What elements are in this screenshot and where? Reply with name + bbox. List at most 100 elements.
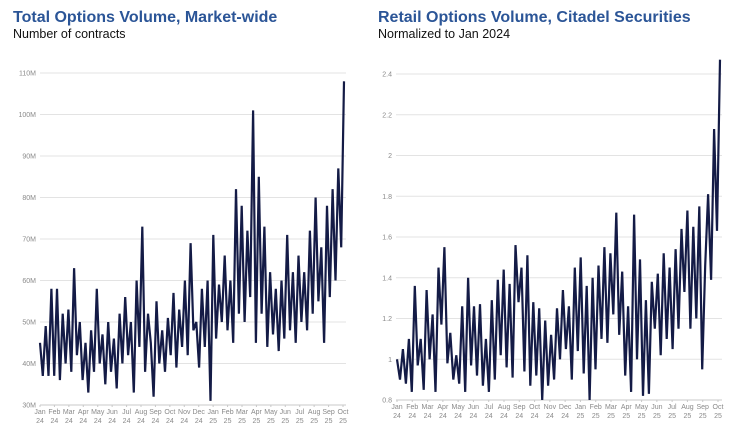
- x-tick-label-month: Feb: [48, 409, 60, 416]
- y-tick-label: 0.8: [382, 398, 392, 405]
- x-tick-label-month: Jun: [280, 409, 291, 416]
- y-tick-label: 80M: [22, 195, 36, 202]
- x-tick-label-year: 24: [65, 418, 73, 425]
- x-tick-label-year: 25: [325, 418, 333, 425]
- x-tick-label-year: 24: [137, 418, 145, 425]
- x-tick-label-year: 24: [94, 418, 102, 425]
- x-tick-label-month: Jul: [484, 404, 493, 411]
- x-tick-label-year: 25: [607, 413, 615, 420]
- x-tick-label-month: Nov: [178, 409, 191, 416]
- y-tick-label: 2.4: [382, 72, 392, 79]
- x-tick-label-year: 25: [253, 418, 261, 425]
- x-tick-label-year: 24: [123, 418, 131, 425]
- x-tick-label-month: Feb: [590, 404, 602, 411]
- x-tick-label-year: 24: [393, 413, 401, 420]
- x-tick-label-month: Jan: [34, 409, 45, 416]
- right-chart-subtitle: Normalized to Jan 2024: [378, 27, 511, 41]
- y-tick-label: 1: [388, 357, 392, 364]
- x-tick-label-year: 24: [546, 413, 554, 420]
- x-tick-label-month: Oct: [529, 404, 540, 411]
- x-tick-label-month: Jan: [575, 404, 586, 411]
- x-tick-label-year: 24: [36, 418, 44, 425]
- x-tick-label-year: 24: [180, 418, 188, 425]
- y-tick-label: 1.4: [382, 275, 392, 282]
- y-tick-label: 100M: [18, 112, 36, 119]
- x-tick-label-year: 24: [79, 418, 87, 425]
- x-tick-label-year: 24: [195, 418, 203, 425]
- x-tick-label-year: 25: [638, 413, 646, 420]
- x-tick-label-month: Mar: [63, 409, 76, 416]
- y-tick-label: 60M: [22, 278, 36, 285]
- x-tick-label-month: Aug: [135, 409, 148, 416]
- x-tick-label-month: Jun: [106, 409, 117, 416]
- x-tick-label-year: 24: [515, 413, 523, 420]
- y-tick-label: 70M: [22, 237, 36, 244]
- x-tick-label-year: 24: [51, 418, 59, 425]
- x-tick-label-month: Dec: [559, 404, 572, 411]
- series-line: [395, 59, 722, 401]
- x-tick-label-month: Feb: [406, 404, 418, 411]
- y-tick-label: 90M: [22, 154, 36, 161]
- x-tick-label-year: 25: [668, 413, 676, 420]
- x-tick-label-month: May: [452, 404, 466, 411]
- x-tick-label-year: 25: [209, 418, 217, 425]
- x-tick-label-year: 24: [485, 413, 493, 420]
- x-tick-label-month: Jun: [651, 404, 662, 411]
- x-tick-label-month: Apr: [251, 409, 263, 416]
- x-tick-label-month: Jun: [468, 404, 479, 411]
- y-tick-label: 40M: [22, 361, 36, 368]
- x-tick-label-month: Jul: [295, 409, 304, 416]
- x-tick-label-year: 24: [454, 413, 462, 420]
- x-tick-label-month: Dec: [192, 409, 205, 416]
- y-tick-label: 2: [388, 153, 392, 160]
- x-tick-label-month: May: [91, 409, 105, 416]
- y-tick-label: 1.6: [382, 235, 392, 242]
- x-tick-label-month: Feb: [222, 409, 234, 416]
- left-chart-title: Total Options Volume, Market-wide: [13, 9, 278, 26]
- x-tick-label-month: Aug: [498, 404, 511, 411]
- x-tick-label-year: 24: [500, 413, 508, 420]
- x-tick-label-month: Jul: [122, 409, 131, 416]
- x-tick-label-year: 24: [152, 418, 160, 425]
- y-tick-label: 2.2: [382, 112, 392, 119]
- x-tick-label-year: 25: [577, 413, 585, 420]
- x-tick-label-month: Apr: [437, 404, 449, 411]
- x-tick-label-month: Jul: [668, 404, 677, 411]
- x-tick-label-month: Aug: [681, 404, 694, 411]
- y-tick-label: 110M: [19, 71, 36, 78]
- x-tick-label-month: Apr: [78, 409, 90, 416]
- x-tick-label-year: 25: [310, 418, 318, 425]
- x-tick-label-year: 25: [281, 418, 289, 425]
- x-tick-label-year: 25: [714, 413, 722, 420]
- x-tick-label-year: 25: [238, 418, 246, 425]
- x-tick-label-year: 25: [622, 413, 630, 420]
- x-tick-label-month: May: [264, 409, 278, 416]
- x-tick-label-year: 24: [561, 413, 569, 420]
- x-tick-label-month: Mar: [422, 404, 435, 411]
- x-tick-label-month: Oct: [713, 404, 724, 411]
- x-tick-label-year: 24: [408, 413, 416, 420]
- x-tick-label-year: 25: [296, 418, 304, 425]
- x-tick-label-year: 25: [684, 413, 692, 420]
- y-tick-label: 1.2: [382, 316, 392, 323]
- x-tick-label-year: 25: [339, 418, 347, 425]
- x-tick-label-month: Sep: [696, 404, 709, 411]
- x-tick-label-year: 24: [424, 413, 432, 420]
- x-tick-label-month: Oct: [164, 409, 175, 416]
- x-tick-label-month: Jan: [391, 404, 402, 411]
- x-tick-label-month: Sep: [322, 409, 335, 416]
- y-tick-label: 30M: [22, 403, 36, 410]
- x-tick-label-month: Sep: [513, 404, 526, 411]
- x-tick-label-month: Aug: [308, 409, 321, 416]
- x-tick-label-month: Jan: [207, 409, 218, 416]
- y-tick-label: 1.8: [382, 194, 392, 201]
- x-tick-label-year: 25: [653, 413, 661, 420]
- x-tick-label-month: Oct: [338, 409, 349, 416]
- x-tick-label-year: 24: [108, 418, 116, 425]
- x-tick-label-year: 25: [699, 413, 707, 420]
- x-tick-label-year: 24: [439, 413, 447, 420]
- x-tick-label-month: Mar: [605, 404, 618, 411]
- x-tick-label-year: 24: [470, 413, 478, 420]
